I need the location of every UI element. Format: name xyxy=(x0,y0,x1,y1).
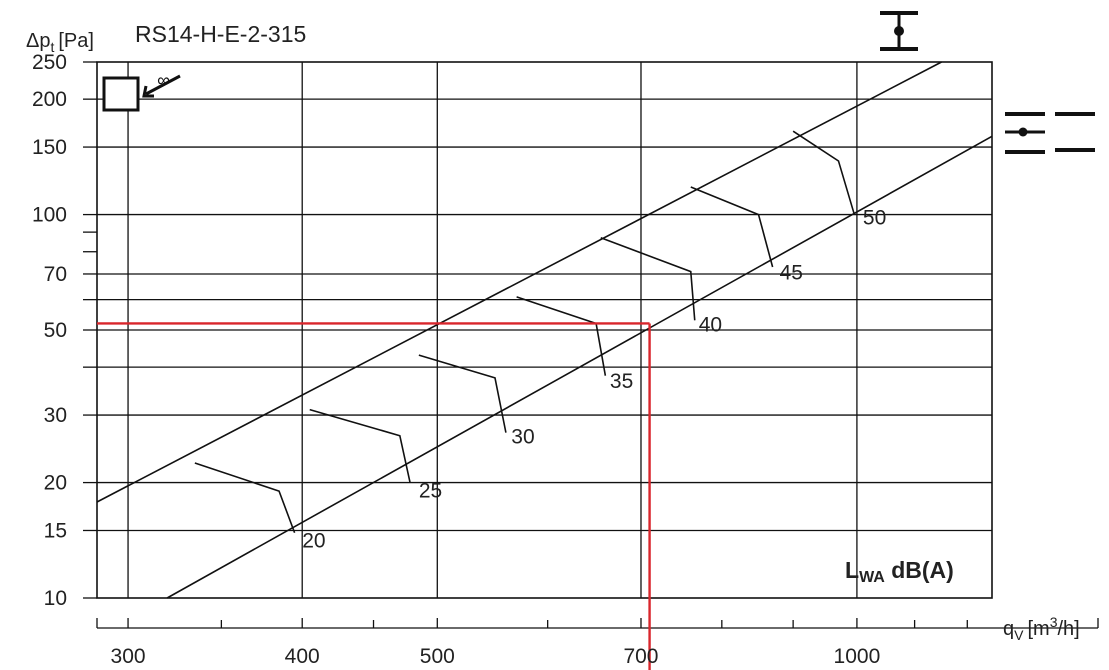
y-tick-label: 10 xyxy=(44,587,67,610)
y-tick-label: 70 xyxy=(44,263,67,286)
x-tick-label: 1000 xyxy=(834,645,881,668)
y-tick-label: 30 xyxy=(44,404,67,427)
sound-level-curve-35 xyxy=(516,296,607,376)
sound-level-label: 50 xyxy=(863,206,886,229)
label-layer: 10 15 20 30 50 70 100 150 200 250 300 400 500 700 1000… xyxy=(32,51,886,668)
sound-level-curve-25 xyxy=(309,408,411,483)
grid-layer xyxy=(97,62,992,598)
sound-level-label: 30 xyxy=(511,426,534,449)
boundary-line xyxy=(166,135,993,599)
x-axis-label: qV [m3/h] xyxy=(1003,614,1080,643)
y-tick-label: 20 xyxy=(44,472,67,495)
series-layer xyxy=(96,61,993,670)
sound-level-curve-50 xyxy=(792,130,855,214)
y-tick-label: 200 xyxy=(32,88,67,111)
sound-level-curve-20 xyxy=(194,462,296,533)
y-tick-label: 100 xyxy=(32,204,67,227)
frame-layer xyxy=(83,61,1099,629)
sound-level-curve-40 xyxy=(600,237,696,321)
sound-level-label: 25 xyxy=(419,479,442,502)
svg-text:∞: ∞ xyxy=(157,70,170,90)
sound-level-label: 40 xyxy=(699,313,722,336)
sound-level-label: 35 xyxy=(610,370,633,393)
sound-level-curve-45 xyxy=(690,186,774,268)
y-axis-label: Δpt [Pa] xyxy=(26,30,94,55)
chart-title: RS14-H-E-2-315 xyxy=(135,21,306,47)
sound-level-label: 45 xyxy=(780,262,803,285)
sound-power-annotation: LWA dB(A) xyxy=(845,557,954,586)
x-tick-label: 700 xyxy=(623,645,658,668)
y-tick-label: 250 xyxy=(32,51,67,74)
y-tick-label: 50 xyxy=(44,319,67,342)
x-tick-label: 500 xyxy=(420,645,455,668)
y-tick-label: 150 xyxy=(32,136,67,159)
duct-fan-icon xyxy=(1005,112,1095,154)
duct-inlet-icon: ∞ xyxy=(102,70,181,112)
sound-level-curve-30 xyxy=(418,354,507,433)
fan-symbol-icon xyxy=(880,11,918,51)
x-tick-label: 400 xyxy=(285,645,320,668)
sound-level-label: 20 xyxy=(302,530,325,553)
y-tick-label: 15 xyxy=(44,519,67,542)
x-tick-label: 300 xyxy=(111,645,146,668)
